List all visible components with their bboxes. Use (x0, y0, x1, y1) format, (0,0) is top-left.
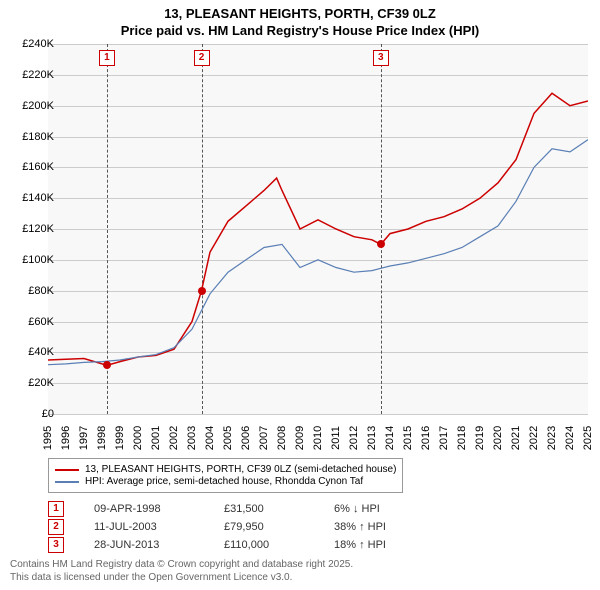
marker-box: 3 (373, 50, 389, 66)
series-line (48, 93, 588, 365)
x-tick-label: 2020 (492, 426, 504, 450)
price-dot (198, 287, 206, 295)
x-tick-label: 2012 (348, 426, 360, 450)
x-tick-label: 2019 (474, 426, 486, 450)
chart-lines (48, 44, 588, 414)
x-tick-label: 1997 (78, 426, 90, 450)
tx-marker: 2 (48, 519, 64, 535)
chart-container: 13, PLEASANT HEIGHTS, PORTH, CF39 0LZ Pr… (0, 0, 600, 590)
legend-label: 13, PLEASANT HEIGHTS, PORTH, CF39 0LZ (s… (85, 464, 396, 475)
x-tick-label: 2025 (582, 426, 594, 450)
tx-price: £31,500 (224, 503, 334, 515)
x-tick-label: 2003 (186, 426, 198, 450)
x-tick-label: 2023 (546, 426, 558, 450)
x-tick-label: 2000 (132, 426, 144, 450)
x-tick-label: 2014 (384, 426, 396, 450)
price-dot (377, 240, 385, 248)
legend-swatch (55, 481, 79, 483)
legend-label: HPI: Average price, semi-detached house,… (85, 476, 363, 487)
x-tick-label: 2005 (222, 426, 234, 450)
legend: 13, PLEASANT HEIGHTS, PORTH, CF39 0LZ (s… (48, 458, 403, 493)
legend-swatch (55, 469, 79, 471)
series-line (48, 140, 588, 365)
x-tick-label: 1996 (60, 426, 72, 450)
chart-area: 1 2 3 (48, 44, 588, 414)
marker-box: 1 (99, 50, 115, 66)
legend-item: HPI: Average price, semi-detached house,… (55, 476, 396, 487)
x-tick-label: 2021 (510, 426, 522, 450)
x-tick-label: 2013 (366, 426, 378, 450)
tx-price: £79,950 (224, 521, 334, 533)
tx-delta: 18% ↑ HPI (334, 539, 434, 551)
tx-marker: 1 (48, 501, 64, 517)
x-tick-label: 2024 (564, 426, 576, 450)
tx-delta: 38% ↑ HPI (334, 521, 434, 533)
transaction-row: 2 11-JUL-2003£79,95038% ↑ HPI (48, 518, 434, 536)
x-tick-label: 1998 (96, 426, 108, 450)
tx-marker: 3 (48, 537, 64, 553)
gridline (48, 414, 588, 415)
tx-price: £110,000 (224, 539, 334, 551)
tx-date: 28-JUN-2013 (94, 539, 224, 551)
tx-date: 11-JUL-2003 (94, 521, 224, 533)
x-tick-label: 2006 (240, 426, 252, 450)
x-tick-label: 2015 (402, 426, 414, 450)
x-tick-label: 1995 (42, 426, 54, 450)
tx-delta: 6% ↓ HPI (334, 503, 434, 515)
x-tick-label: 2022 (528, 426, 540, 450)
x-tick-label: 2011 (330, 426, 342, 450)
x-tick-label: 2017 (438, 426, 450, 450)
marker-box: 2 (194, 50, 210, 66)
x-tick-label: 2008 (276, 426, 288, 450)
x-tick-label: 2001 (150, 426, 162, 450)
x-tick-label: 2002 (168, 426, 180, 450)
footnote-line1: Contains HM Land Registry data © Crown c… (10, 558, 353, 571)
x-tick-label: 1999 (114, 426, 126, 450)
x-tick-label: 2016 (420, 426, 432, 450)
tx-date: 09-APR-1998 (94, 503, 224, 515)
footnote: Contains HM Land Registry data © Crown c… (10, 558, 353, 584)
title-address: 13, PLEASANT HEIGHTS, PORTH, CF39 0LZ (0, 6, 600, 21)
x-tick-label: 2007 (258, 426, 270, 450)
x-tick-label: 2009 (294, 426, 306, 450)
transaction-row: 3 28-JUN-2013£110,00018% ↑ HPI (48, 536, 434, 554)
x-tick-label: 2010 (312, 426, 324, 450)
title-subtitle: Price paid vs. HM Land Registry's House … (0, 23, 600, 38)
legend-item: 13, PLEASANT HEIGHTS, PORTH, CF39 0LZ (s… (55, 464, 396, 475)
footnote-line2: This data is licensed under the Open Gov… (10, 571, 353, 584)
price-dot (103, 361, 111, 369)
transaction-row: 1 09-APR-1998£31,5006% ↓ HPI (48, 500, 434, 518)
x-tick-label: 2018 (456, 426, 468, 450)
x-tick-label: 2004 (204, 426, 216, 450)
title-block: 13, PLEASANT HEIGHTS, PORTH, CF39 0LZ Pr… (0, 0, 600, 38)
transaction-table: 1 09-APR-1998£31,5006% ↓ HPI 2 11-JUL-2003£… (48, 500, 434, 554)
